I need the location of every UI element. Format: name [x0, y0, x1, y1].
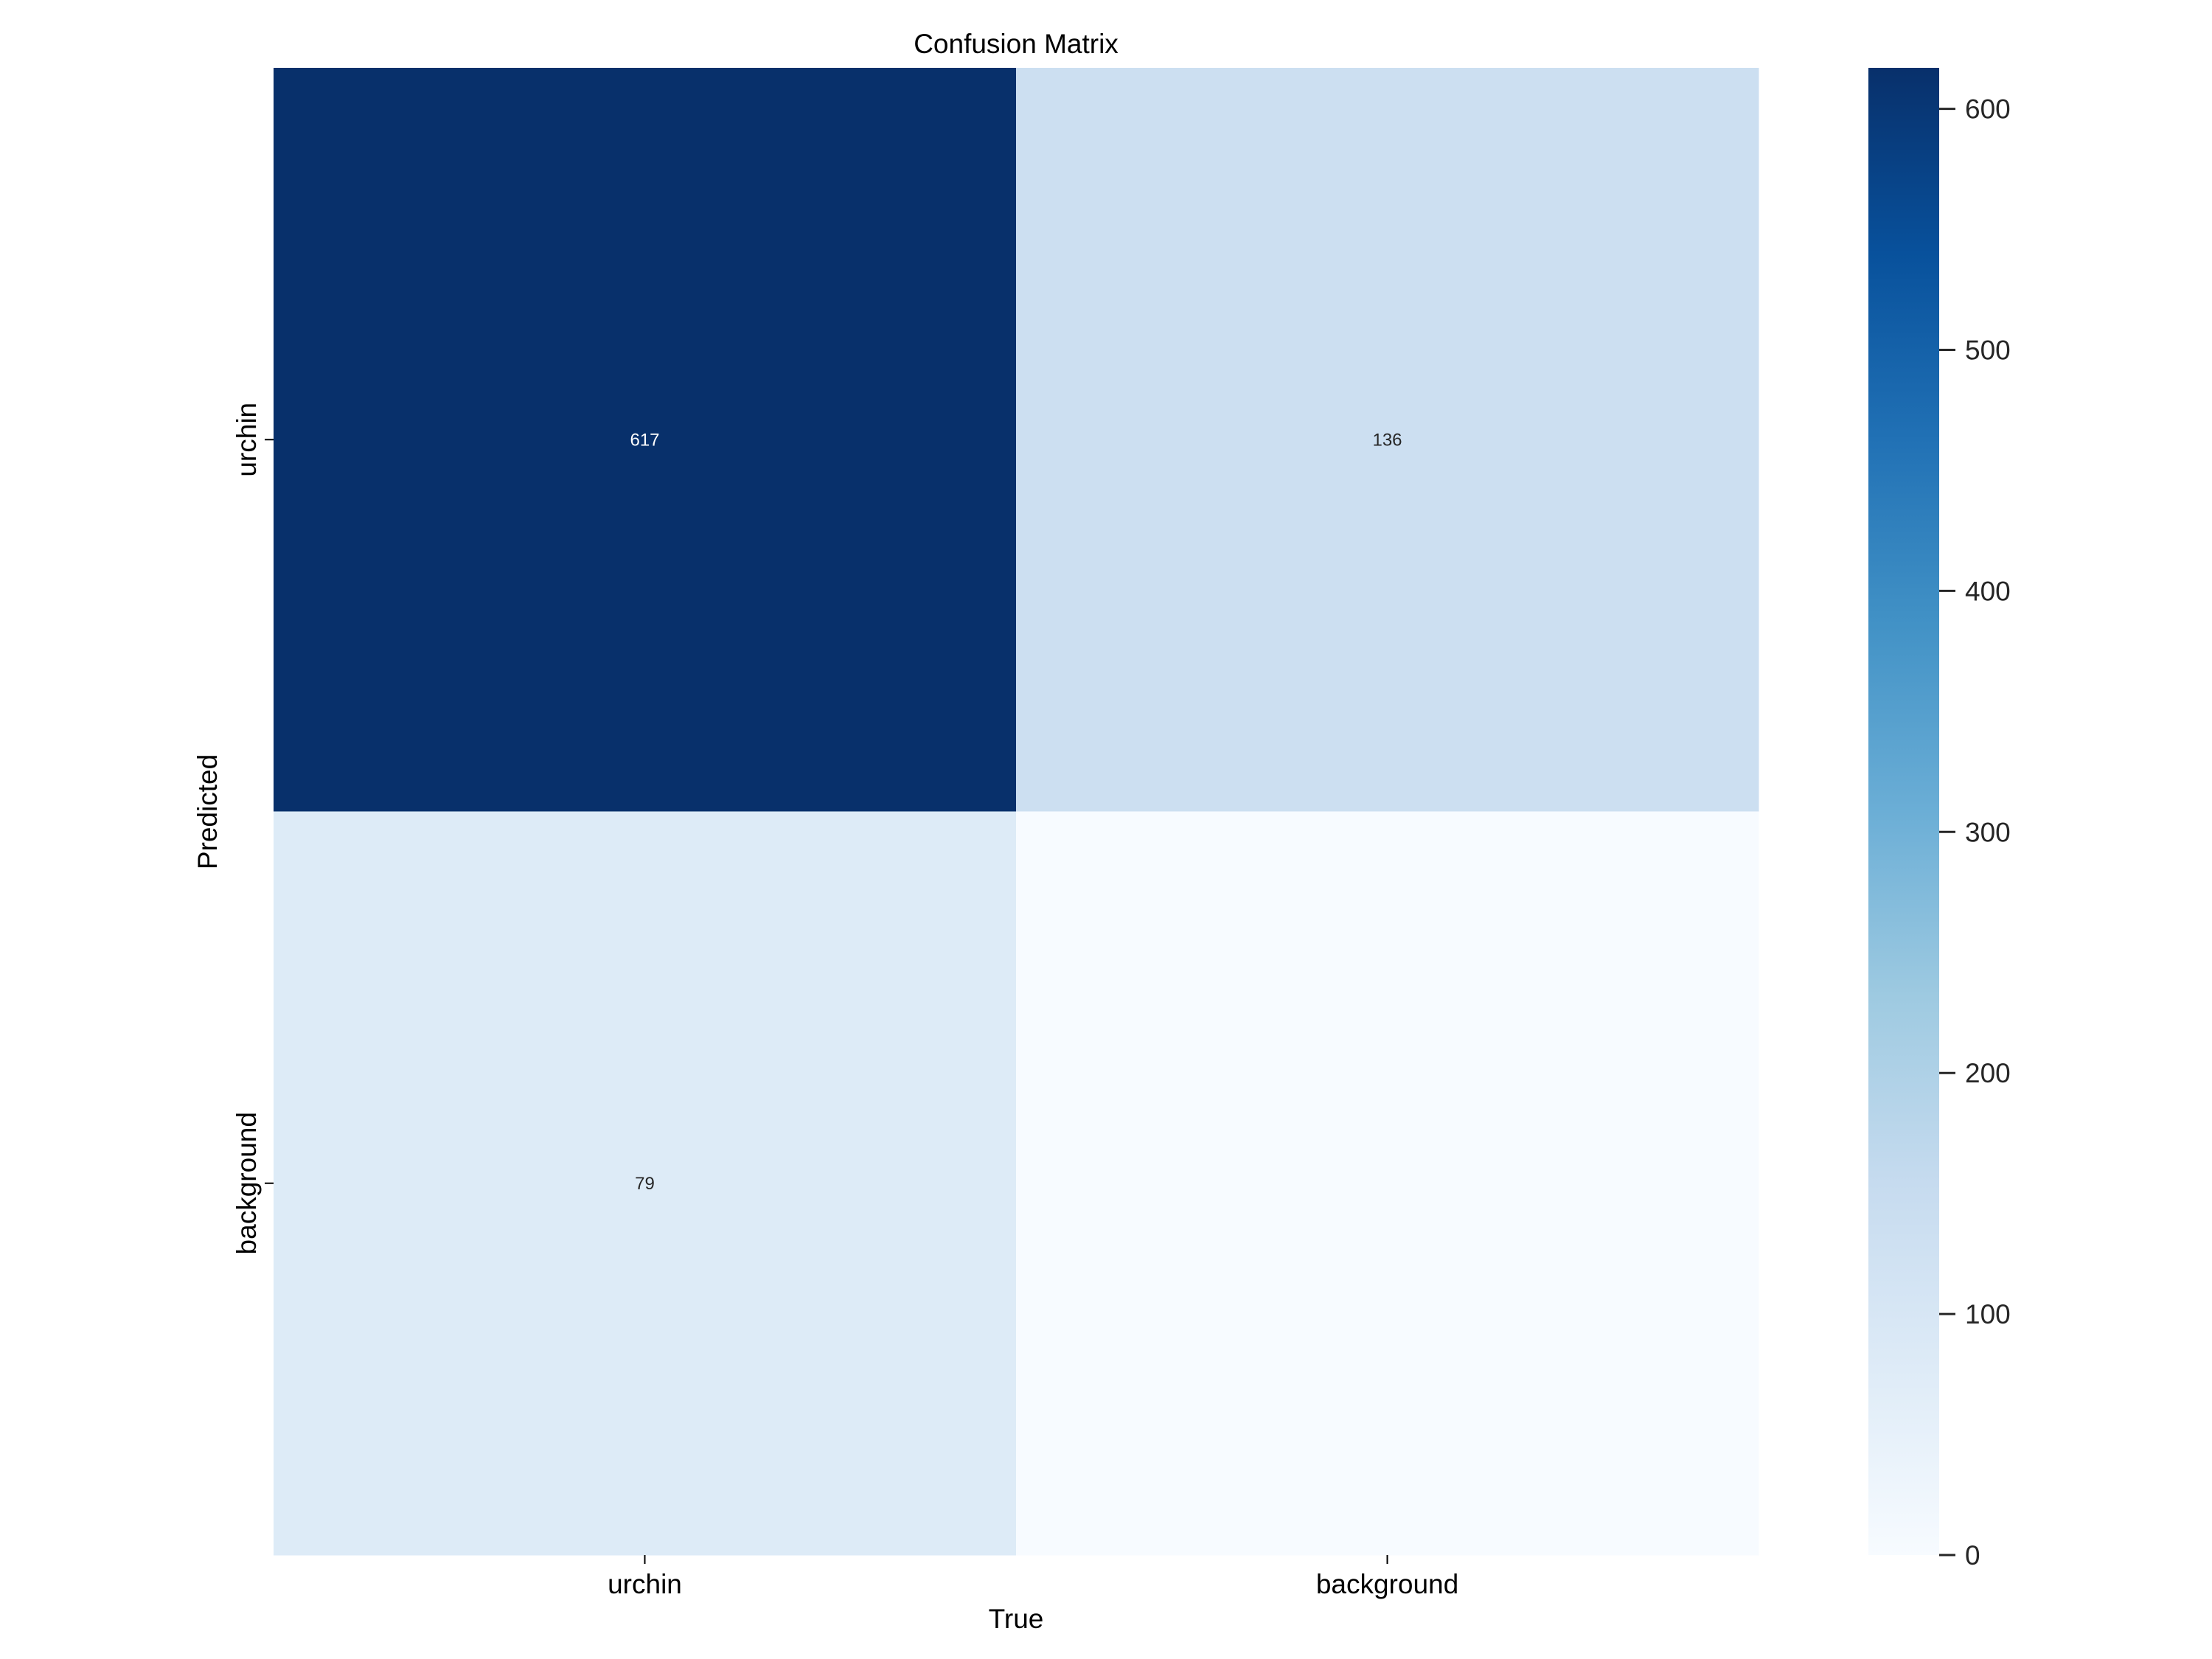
cell-annotation: 79 [635, 1174, 655, 1194]
cell-annotation: 136 [1372, 430, 1402, 450]
heatmap-cell-urchin-background [1016, 68, 1759, 812]
colorbar-tick-label: 600 [1965, 94, 2011, 125]
heatmap-cell-background-urchin [274, 811, 1017, 1556]
x-tick-label: urchin [608, 1569, 682, 1599]
y-tick-label: background [232, 1112, 262, 1254]
cell-annotation: 617 [630, 430, 659, 450]
heatmap-cell-background-background [1016, 811, 1759, 1556]
y-axis-label: Predicted [192, 754, 223, 869]
colorbar [1868, 68, 1939, 1555]
chart-title: Confusion Matrix [914, 29, 1119, 59]
colorbar-tick-label: 0 [1965, 1540, 1980, 1571]
colorbar-tick-label: 500 [1965, 335, 2011, 365]
colorbar-tick-label: 300 [1965, 817, 2011, 847]
colorbar-tick-label: 100 [1965, 1299, 2011, 1329]
x-axis-label: True [989, 1604, 1044, 1634]
colorbar-tick-label: 200 [1965, 1058, 2011, 1088]
y-tick-label: urchin [232, 403, 262, 477]
heatmap-cell-urchin-urchin [274, 68, 1017, 812]
x-tick-label: background [1316, 1569, 1458, 1599]
colorbar-tick-label: 400 [1965, 576, 2011, 606]
